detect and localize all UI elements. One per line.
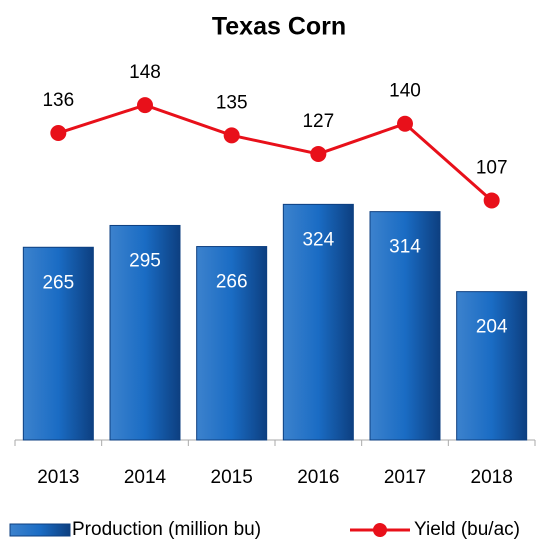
legend-swatch-marker — [373, 523, 387, 537]
bar-value-label: 324 — [302, 229, 334, 250]
line-marker — [137, 97, 153, 114]
line-marker — [50, 125, 67, 142]
bar — [282, 203, 354, 441]
x-tick-label: 2015 — [211, 467, 253, 488]
x-tick-label: 2013 — [37, 467, 79, 488]
line-value-label: 127 — [302, 111, 334, 132]
line-value-label: 140 — [389, 81, 421, 102]
line-value-label: 107 — [476, 157, 508, 178]
bar-value-label: 266 — [216, 272, 248, 293]
line-marker — [310, 145, 327, 162]
bar-value-label: 314 — [389, 237, 421, 258]
line-value-label: 136 — [42, 90, 74, 111]
line-marker — [483, 192, 500, 209]
x-tick-label: 2018 — [471, 467, 513, 488]
chart-title: Texas Corn — [212, 13, 346, 41]
legend-swatch — [9, 523, 71, 537]
bar — [456, 291, 528, 441]
x-tick-label: 2016 — [297, 467, 339, 488]
legend-label: Yield (bu/ac) — [414, 519, 520, 540]
line-value-label: 148 — [129, 62, 161, 83]
bar — [369, 211, 441, 441]
bar — [196, 246, 268, 441]
bar-value-label: 204 — [476, 317, 508, 338]
line-marker — [223, 127, 240, 144]
line-value-label: 135 — [216, 92, 248, 113]
bar-value-label: 265 — [42, 272, 74, 293]
bar — [109, 224, 181, 441]
bar — [22, 246, 94, 441]
line — [57, 103, 493, 202]
legend-label: Production (million bu) — [72, 519, 261, 540]
line-marker — [397, 115, 413, 132]
x-tick-label: 2014 — [124, 467, 167, 488]
bar-value-label: 295 — [129, 250, 161, 271]
x-tick-label: 2017 — [384, 467, 426, 488]
